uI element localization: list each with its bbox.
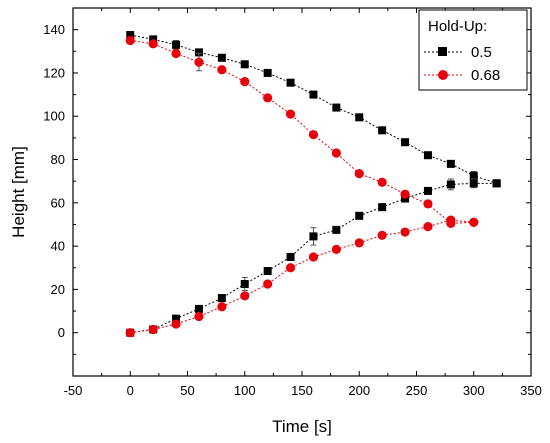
x-tick-label: 350 bbox=[520, 383, 542, 398]
data-point bbox=[285, 109, 296, 119]
y-tick-label: 100 bbox=[43, 109, 65, 124]
data-point bbox=[263, 93, 273, 103]
data-point bbox=[194, 311, 204, 322]
x-tick-label: 200 bbox=[348, 383, 370, 398]
y-tick-label: 140 bbox=[43, 22, 65, 37]
data-point bbox=[400, 227, 410, 237]
y-tick-label: 120 bbox=[43, 65, 65, 80]
data-point bbox=[401, 138, 410, 147]
x-tick-label: 250 bbox=[406, 383, 428, 398]
legend-title: Hold-Up: bbox=[428, 18, 487, 35]
data-point bbox=[171, 48, 181, 59]
data-point bbox=[194, 48, 203, 57]
y-tick-label: 20 bbox=[51, 282, 65, 297]
data-point bbox=[263, 68, 272, 77]
series-1-line-0 bbox=[130, 39, 474, 224]
x-tick-label: -50 bbox=[64, 383, 83, 398]
data-point bbox=[240, 291, 250, 301]
data-point bbox=[125, 328, 135, 338]
data-point bbox=[217, 65, 227, 75]
data-point bbox=[217, 294, 226, 303]
legend-label-0: 0.5 bbox=[471, 44, 492, 61]
data-point bbox=[286, 252, 295, 261]
x-axis-title: Time [s] bbox=[272, 417, 332, 436]
x-tick-label: 150 bbox=[291, 383, 313, 398]
legend-item-1: 0.68 bbox=[424, 67, 500, 84]
data-point bbox=[423, 151, 432, 160]
y-tick-label: 0 bbox=[58, 325, 65, 340]
y-tick-label: 80 bbox=[51, 152, 65, 167]
x-tick-label: 300 bbox=[463, 383, 485, 398]
data-point bbox=[148, 324, 158, 335]
data-point bbox=[378, 203, 387, 212]
data-point bbox=[217, 302, 227, 312]
data-point bbox=[308, 130, 319, 140]
data-point bbox=[308, 252, 319, 262]
y-axis-title: Height [mm] bbox=[9, 146, 28, 238]
series-0 bbox=[126, 31, 501, 337]
data-point bbox=[263, 279, 273, 289]
data-point bbox=[354, 169, 364, 179]
data-point bbox=[446, 215, 456, 225]
data-point bbox=[126, 31, 135, 40]
legend: Hold-Up: 0.5 0.68 bbox=[418, 9, 528, 91]
data-point bbox=[378, 126, 387, 135]
y-tick-label: 60 bbox=[51, 195, 65, 210]
data-point bbox=[285, 263, 296, 273]
data-point bbox=[469, 171, 478, 180]
data-point bbox=[332, 225, 341, 234]
data-point bbox=[331, 244, 341, 254]
data-point bbox=[423, 199, 433, 209]
data-point bbox=[377, 177, 387, 187]
series-1 bbox=[125, 35, 479, 338]
data-point bbox=[240, 60, 249, 69]
data-point bbox=[469, 217, 479, 227]
series-1-line-1 bbox=[130, 219, 474, 334]
x-tick-label: 100 bbox=[234, 383, 256, 398]
legend-box bbox=[418, 9, 528, 91]
data-point bbox=[446, 159, 455, 168]
data-point bbox=[423, 222, 433, 232]
data-point bbox=[286, 78, 295, 87]
data-point bbox=[217, 53, 226, 62]
legend-label-1: 0.68 bbox=[471, 67, 500, 84]
data-point bbox=[332, 103, 341, 112]
series-layer bbox=[125, 31, 501, 338]
data-point bbox=[469, 179, 478, 188]
data-point bbox=[492, 179, 501, 188]
data-point bbox=[423, 186, 432, 195]
data-point bbox=[355, 113, 364, 122]
data-point bbox=[355, 211, 364, 220]
data-point bbox=[446, 180, 455, 189]
data-point bbox=[172, 40, 181, 49]
data-point bbox=[240, 77, 250, 87]
legend-item-0: 0.5 bbox=[424, 44, 492, 61]
data-point bbox=[148, 39, 158, 49]
legend-marker-0 bbox=[438, 47, 447, 56]
data-point bbox=[125, 35, 135, 46]
axis-ticks: -50 0 50 100 150 200 250 300 350 0 20 40 60 80 100 120 1… bbox=[43, 8, 542, 398]
data-point bbox=[354, 238, 364, 248]
data-point bbox=[194, 304, 203, 313]
x-tick-label: 50 bbox=[180, 383, 194, 398]
x-tick-label: 0 bbox=[127, 383, 134, 398]
data-point bbox=[309, 232, 318, 241]
data-point bbox=[400, 189, 410, 199]
data-point bbox=[172, 314, 181, 323]
data-point bbox=[171, 319, 181, 329]
y-tick-label: 40 bbox=[51, 239, 65, 254]
data-point bbox=[263, 267, 272, 276]
data-point bbox=[240, 280, 249, 288]
legend-marker-1 bbox=[438, 70, 448, 80]
data-point bbox=[331, 148, 341, 158]
data-point bbox=[309, 90, 318, 99]
data-point bbox=[377, 230, 387, 240]
data-point bbox=[194, 57, 204, 67]
